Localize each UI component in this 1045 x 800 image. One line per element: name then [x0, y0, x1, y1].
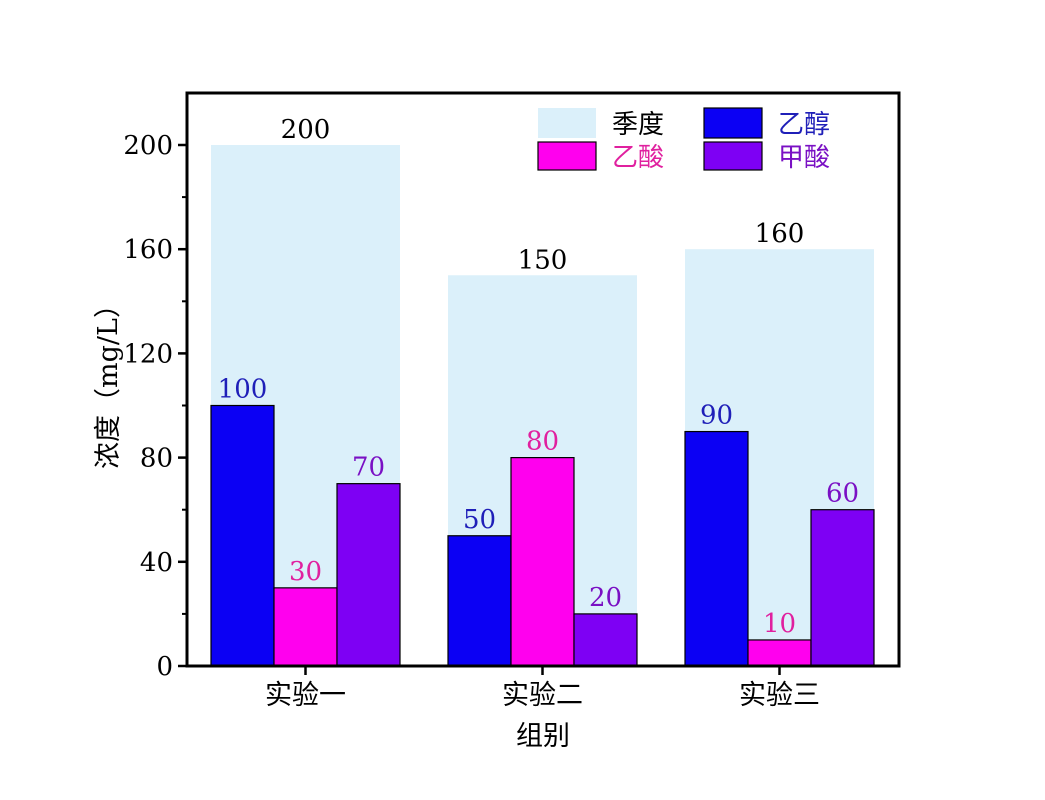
y-axis-label: 浓度（mg/L） [93, 291, 124, 469]
legend: 季度 乙醇 乙酸 甲酸 [537, 107, 830, 173]
bar-value-label: 90 [700, 401, 733, 431]
bar [573, 613, 638, 667]
bar-value-label: 30 [289, 557, 322, 587]
legend-label-series-0: 乙醇 [778, 110, 830, 140]
legend-label-background: 季度 [612, 110, 664, 140]
bar [210, 404, 275, 667]
x-tick-label: 实验一 [265, 680, 346, 711]
x-tick-label: 实验三 [739, 680, 820, 711]
x-axis-label: 组别 [516, 721, 570, 752]
background-bar-label: 150 [518, 245, 568, 275]
background-bar-labels: 200 150 160 [281, 115, 805, 275]
y-tick-label: 40 [140, 548, 173, 578]
legend-swatch-series-1 [537, 141, 597, 171]
bar-value-label: 20 [589, 583, 622, 613]
bar-value-label: 50 [463, 505, 496, 535]
bar-value-label: 10 [763, 609, 796, 639]
bar [336, 483, 401, 667]
bar-value-label: 100 [218, 375, 268, 405]
bar [273, 587, 338, 667]
y-tick-label: 160 [123, 235, 173, 265]
y-tick-label: 200 [123, 131, 173, 161]
x-axis-tick-labels: 实验一 实验二 实验三 [265, 680, 820, 711]
background-bar-label: 200 [281, 115, 331, 145]
y-tick-label: 80 [140, 444, 173, 474]
bar-value-label: 80 [526, 427, 559, 457]
x-tick-label: 实验二 [502, 680, 583, 711]
y-tick-label: 120 [123, 339, 173, 369]
bar-value-label: 60 [826, 479, 859, 509]
x-axis-ticks [304, 666, 781, 675]
background-bar-label: 160 [755, 219, 805, 249]
data-bars [210, 404, 875, 667]
bar [447, 535, 512, 667]
data-bar-labels: 100 50 90 30 80 10 70 20 60 [218, 375, 859, 639]
bar-value-label: 70 [352, 453, 385, 483]
y-tick-label: 0 [156, 652, 173, 682]
y-axis-ticks [178, 143, 187, 668]
legend-swatch-background [538, 108, 596, 138]
y-axis-tick-labels: 0 40 80 120 160 200 [123, 131, 173, 682]
legend-swatch-series-2 [703, 141, 763, 171]
bar [810, 509, 875, 667]
legend-label-series-2: 甲酸 [778, 143, 830, 173]
bar [684, 430, 749, 667]
bar [510, 457, 575, 667]
legend-swatch-series-0 [703, 107, 763, 139]
legend-label-series-1: 乙酸 [612, 143, 664, 173]
bar [747, 639, 812, 667]
